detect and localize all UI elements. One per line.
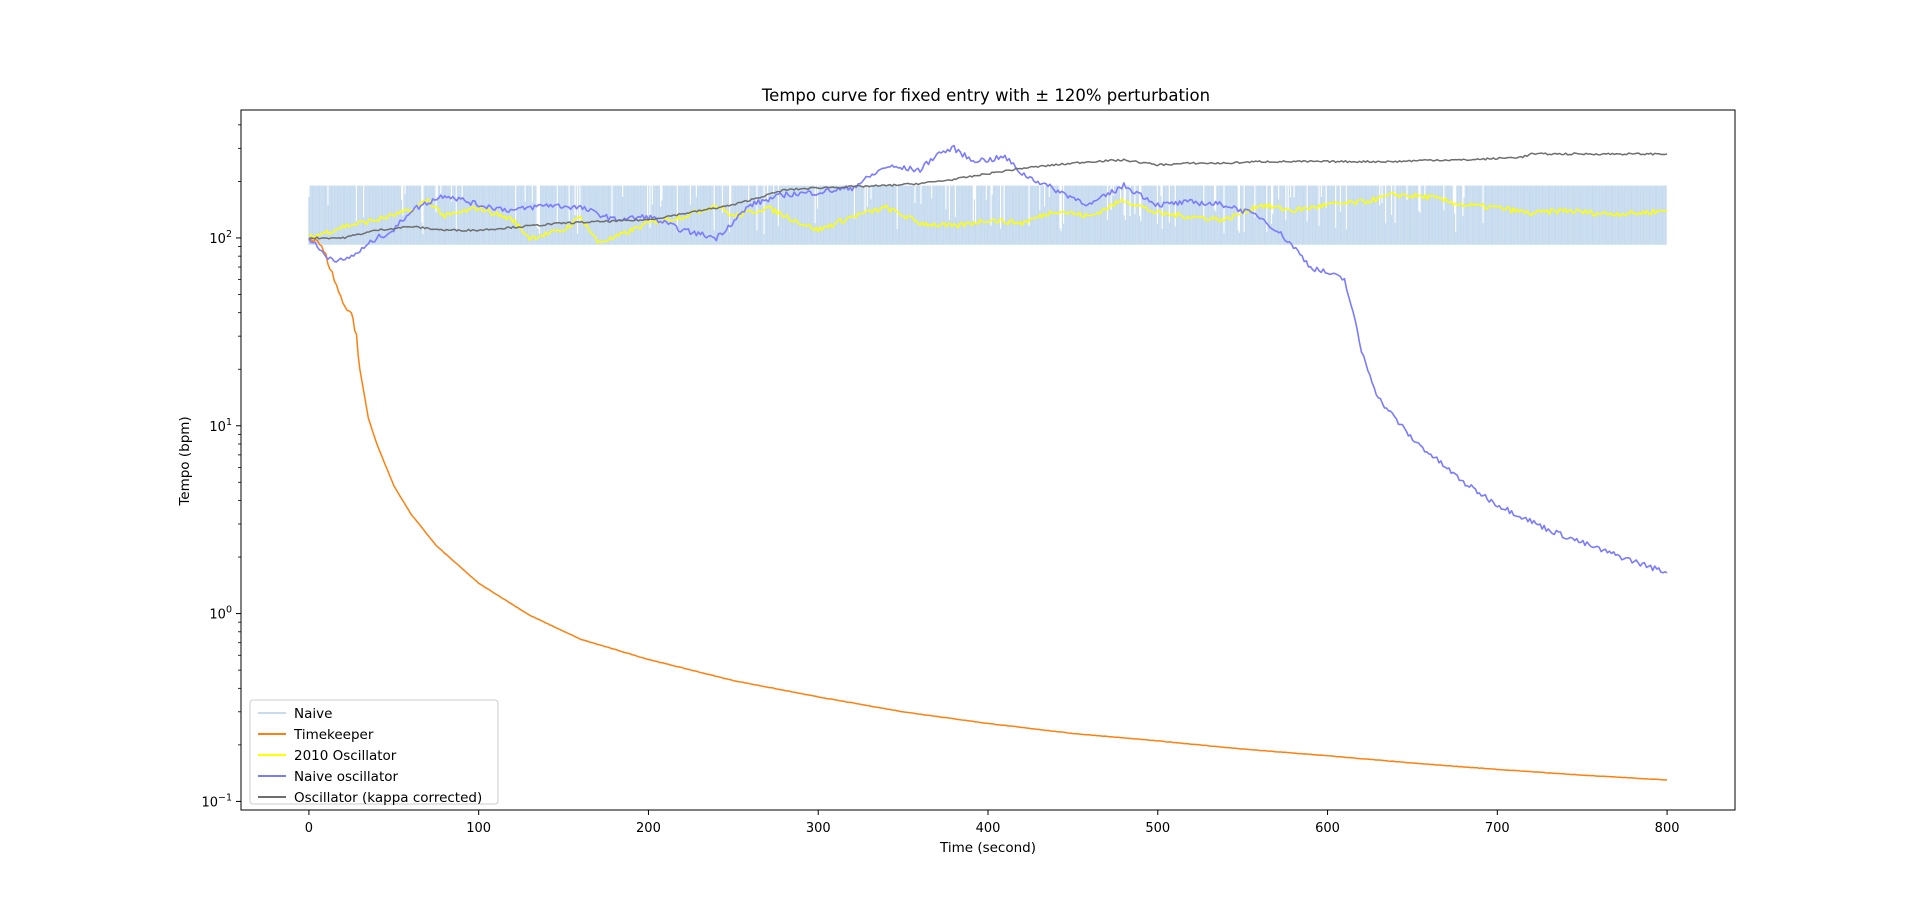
chart-title: Tempo curve for fixed entry with ± 120% … — [761, 86, 1210, 105]
series-line-naive-oscillator — [308, 144, 1668, 574]
legend-box — [249, 699, 499, 805]
x-axis: 0 100 200 300 400 500 600 700 800 — [305, 810, 1680, 836]
legend-label: Timekeeper — [293, 727, 374, 743]
x-tick-label: 200 — [636, 821, 661, 836]
x-tick-label: 400 — [976, 821, 1001, 836]
series-line-timekeeper — [308, 238, 1668, 781]
legend-label: Naive oscillator — [294, 769, 399, 785]
x-axis-label: Time (second) — [939, 840, 1036, 856]
legend-label: Naive — [294, 706, 332, 722]
legend: Naive Timekeeper 2010 Oscillator Naive osci… — [249, 699, 499, 806]
x-tick-label: 800 — [1655, 821, 1680, 836]
x-tick-label: 500 — [1145, 821, 1170, 836]
y-tick-label: 102 — [209, 229, 232, 247]
y-axis-label: Tempo (bpm) — [177, 416, 193, 506]
y-tick-label: 101 — [209, 417, 232, 435]
series-layer — [308, 144, 1668, 781]
y-tick-label: 100 — [209, 605, 232, 623]
x-tick-label: 600 — [1315, 821, 1340, 836]
x-tick-label: 0 — [305, 821, 313, 836]
series-line-2010-oscillator — [308, 191, 1668, 244]
series-line-oscillator-kappa-corrected- — [308, 152, 1668, 240]
plot-area — [240, 109, 1736, 811]
legend-label: 2010 Oscillator — [294, 748, 397, 764]
x-tick-label: 700 — [1485, 821, 1510, 836]
legend-label: Oscillator (kappa corrected) — [294, 790, 482, 806]
y-tick-label: 10−1 — [201, 792, 232, 810]
x-tick-label: 100 — [466, 821, 491, 836]
y-axis: 10−1 100 101 102 — [201, 124, 241, 810]
x-tick-label: 300 — [806, 821, 831, 836]
